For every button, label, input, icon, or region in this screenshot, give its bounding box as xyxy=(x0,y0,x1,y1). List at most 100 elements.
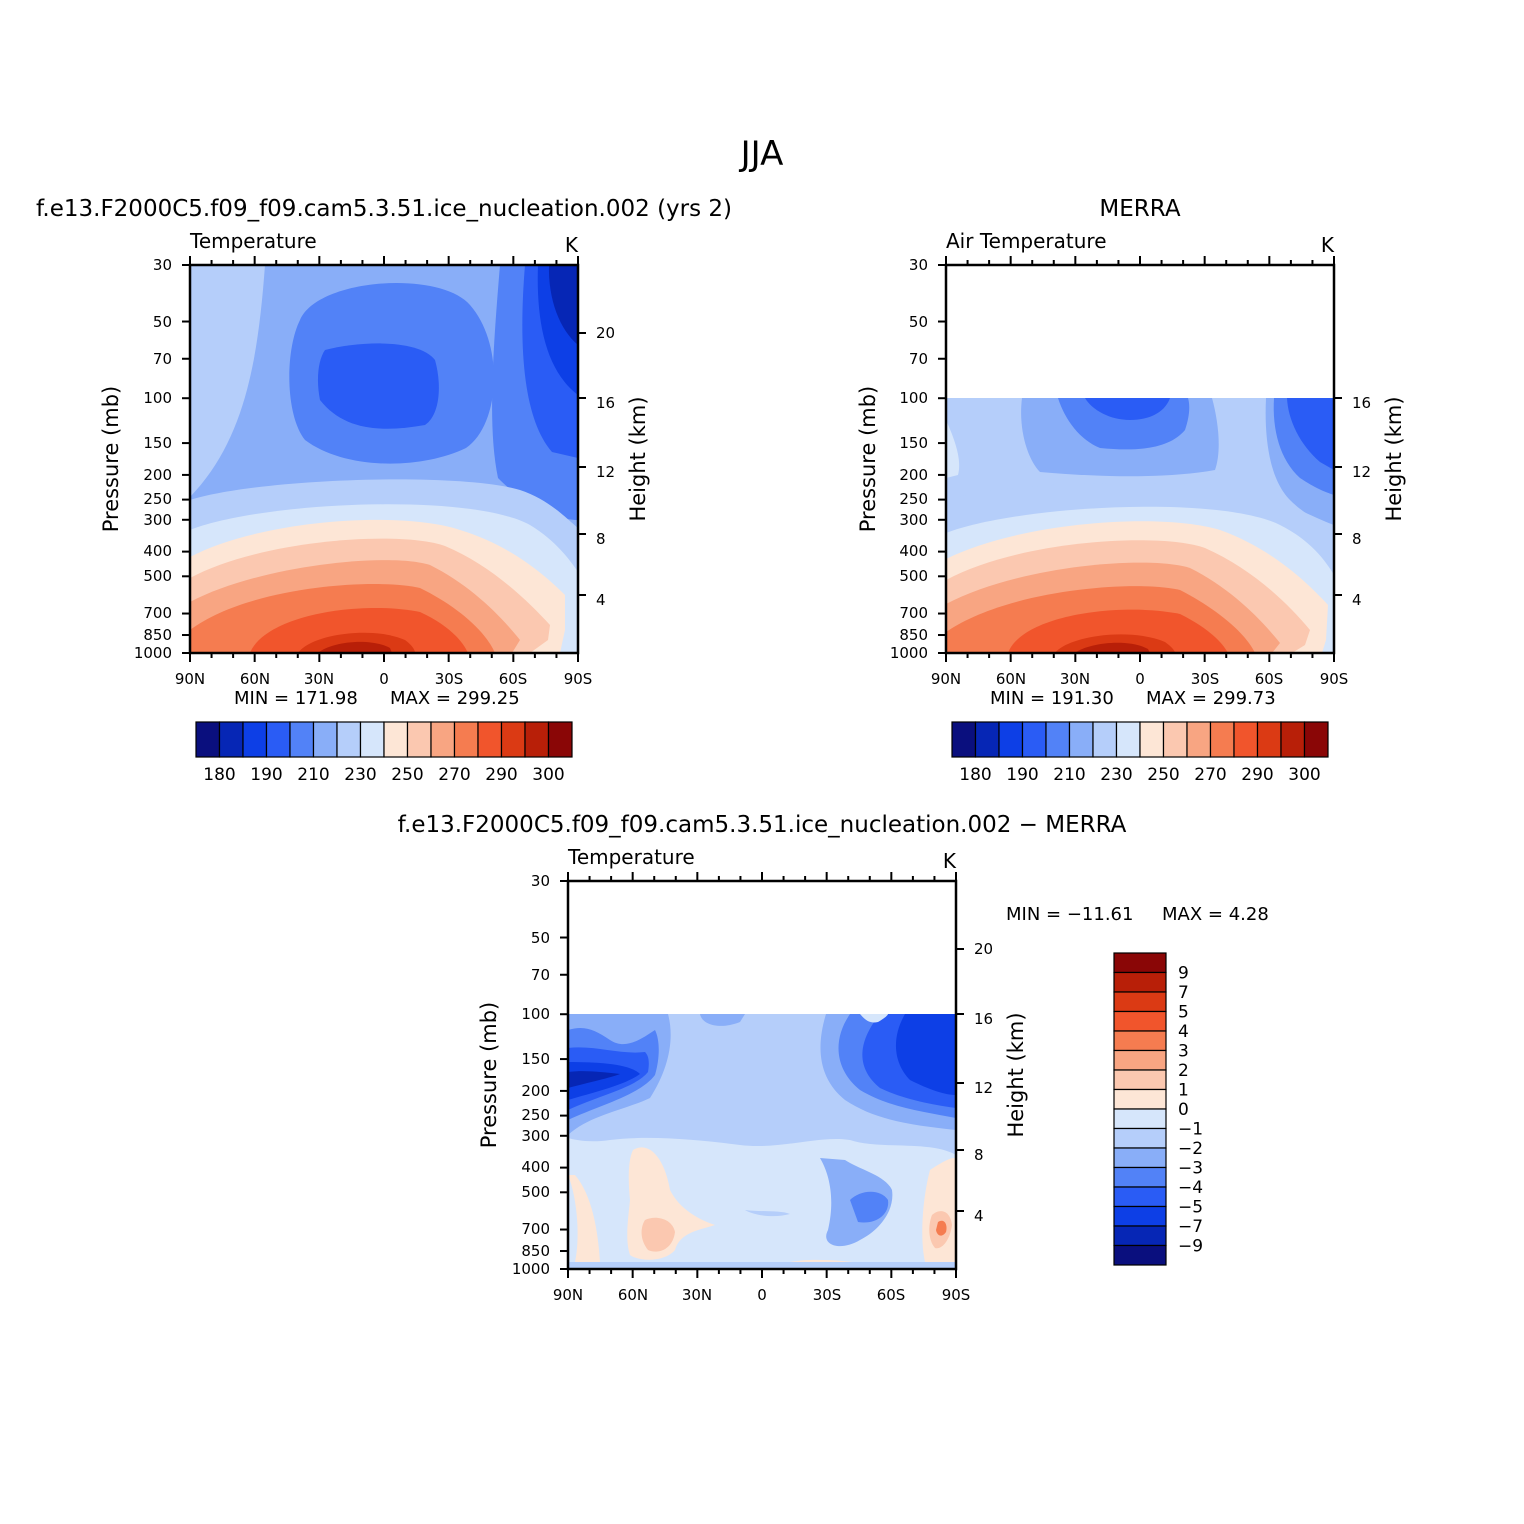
y-tick-label: 250 xyxy=(899,490,928,508)
y-tick-label: 300 xyxy=(521,1127,550,1145)
colorbar-cell xyxy=(1113,1030,1167,1052)
panel-obs-field xyxy=(944,263,1336,655)
colorbar-cell xyxy=(974,721,1000,758)
colorbar-cell xyxy=(1113,1127,1167,1149)
colorbar-cell xyxy=(430,721,456,758)
colorbar-label: −3 xyxy=(1178,1159,1203,1179)
colorbar-cell xyxy=(1115,721,1141,758)
y2-tick-label: 16 xyxy=(974,1010,993,1028)
colorbar-label: 270 xyxy=(1194,765,1226,785)
y2-tick-label: 8 xyxy=(1352,530,1362,548)
colorbar-label: 210 xyxy=(1053,765,1085,785)
y-tick-label: 400 xyxy=(521,1158,550,1176)
colorbar-cell xyxy=(547,721,573,758)
colorbar-cell xyxy=(1113,1225,1167,1247)
colorbar-cell xyxy=(1113,1069,1167,1091)
colorbar-label: 230 xyxy=(1100,765,1132,785)
colorbar-label: 190 xyxy=(1006,765,1038,785)
y-tick-label: 50 xyxy=(153,313,172,331)
colorbar-cell xyxy=(1113,1166,1167,1188)
y2-tick-label: 12 xyxy=(1352,463,1371,481)
panel-obs-variable: Air Temperature xyxy=(946,229,1107,253)
colorbar-label: 290 xyxy=(1241,765,1273,785)
panel-diff-units: K xyxy=(943,849,957,873)
panel-model-x-ticks: 90N 60N 30N 0 30S 60S 90S xyxy=(175,670,592,688)
colorbar-cell xyxy=(500,721,526,758)
y-tick-label: 300 xyxy=(143,511,172,529)
colorbar-cell xyxy=(1045,721,1071,758)
y2-tick-label: 8 xyxy=(596,530,606,548)
y-tick-label: 150 xyxy=(899,434,928,452)
colorbar-cell xyxy=(453,721,479,758)
y2-tick-label: 16 xyxy=(596,394,615,412)
y-tick-label: 70 xyxy=(531,966,550,984)
y-tick-label: 700 xyxy=(521,1220,550,1238)
y-tick-label: 400 xyxy=(899,542,928,560)
panel-obs-title: MERRA xyxy=(1099,196,1180,222)
x-tick-label: 90N xyxy=(175,670,205,688)
panel-obs-ylabel: Pressure (mb) xyxy=(856,386,880,533)
colorbar-cell xyxy=(336,721,362,758)
colorbar-cell xyxy=(383,721,409,758)
panel-model-y-ticks: 30 50 70 100 150 200 250 300 400 500 700… xyxy=(134,256,172,662)
colorbar-label: 210 xyxy=(297,765,329,785)
colorbar-cell xyxy=(1113,1205,1167,1227)
x-tick-label: 60S xyxy=(877,1286,906,1304)
y-tick-label: 500 xyxy=(521,1183,550,1201)
colorbar-cell xyxy=(406,721,432,758)
colorbar-cell xyxy=(998,721,1024,758)
colorbar-cell xyxy=(312,721,338,758)
panel-diff-max: MAX = 4.28 xyxy=(1162,904,1269,925)
panel-diff-ylabel: Pressure (mb) xyxy=(477,1002,501,1149)
y-tick-label: 1000 xyxy=(134,644,172,662)
panel-obs-min: MIN = 191.30 xyxy=(990,688,1114,709)
y-tick-label: 700 xyxy=(143,604,172,622)
colorbar-label: −1 xyxy=(1178,1120,1203,1140)
y2-tick-label: 8 xyxy=(974,1146,984,1164)
y-tick-label: 30 xyxy=(531,872,550,890)
panel-model-min: MIN = 171.98 xyxy=(234,688,358,709)
x-tick-label: 30N xyxy=(304,670,334,688)
colorbar-cell xyxy=(359,721,385,758)
colorbar-cell xyxy=(1113,1108,1167,1130)
colorbar-cell xyxy=(1113,991,1167,1013)
colorbar-cell xyxy=(218,721,244,758)
y-tick-label: 150 xyxy=(143,434,172,452)
y2-tick-label: 16 xyxy=(1352,394,1371,412)
colorbar-label: 290 xyxy=(485,765,517,785)
x-tick-label: 30S xyxy=(813,1286,842,1304)
x-tick-label: 90N xyxy=(931,670,961,688)
colorbar-label: 4 xyxy=(1178,1022,1189,1042)
panel-obs-y2label: Height (km) xyxy=(1382,396,1406,521)
panel-diff-field xyxy=(566,879,958,1271)
y-tick-label: 850 xyxy=(899,626,928,644)
colorbar-label: 1 xyxy=(1178,1081,1189,1101)
colorbar-label: 230 xyxy=(344,765,376,785)
colorbar-label: −5 xyxy=(1178,1198,1203,1218)
generated-marks: 180 190 210 230 250 270 290 300 180 190 210 230 250 2… xyxy=(182,256,1342,1278)
y-tick-label: 50 xyxy=(531,929,550,947)
colorbar-cell xyxy=(1113,1186,1167,1208)
colorbar-cell xyxy=(1139,721,1165,758)
y-tick-label: 1000 xyxy=(512,1260,550,1278)
x-tick-label: 30S xyxy=(435,670,464,688)
y-tick-label: 100 xyxy=(521,1005,550,1023)
y-tick-label: 100 xyxy=(143,389,172,407)
panel-diff-y2label: Height (km) xyxy=(1004,1012,1028,1137)
y2-tick-label: 20 xyxy=(974,940,993,958)
colorbar-label: 5 xyxy=(1178,1003,1189,1023)
x-tick-label: 90S xyxy=(1320,670,1349,688)
y-tick-label: 250 xyxy=(521,1106,550,1124)
colorbar-label: 3 xyxy=(1178,1042,1189,1062)
colorbar-label: −2 xyxy=(1178,1139,1203,1159)
x-tick-label: 60S xyxy=(1255,670,1284,688)
panel-model: f.e13.F2000C5.f09_f09.cam5.3.51.ice_nucl… xyxy=(36,196,732,709)
panel-diff-x-ticks: 90N 60N 30N 0 30S 60S 90S xyxy=(553,1286,970,1304)
y2-tick-label: 4 xyxy=(1352,591,1362,609)
x-tick-label: 60N xyxy=(240,670,270,688)
y-tick-label: 30 xyxy=(909,256,928,274)
colorbar-label: 7 xyxy=(1178,983,1189,1003)
x-tick-label: 60N xyxy=(618,1286,648,1304)
x-tick-label: 30N xyxy=(1060,670,1090,688)
colorbar-label: 300 xyxy=(532,765,564,785)
